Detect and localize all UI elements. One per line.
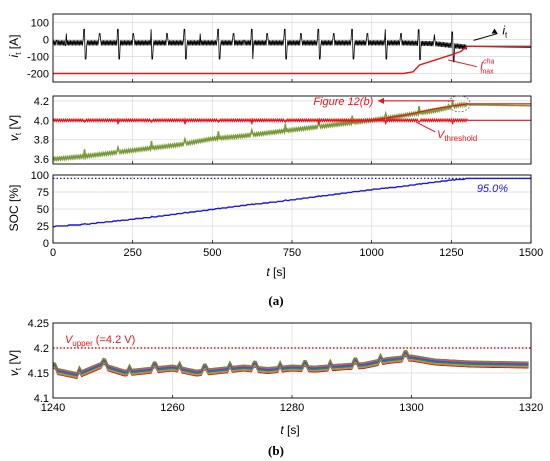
caption-b: (b): [268, 443, 284, 458]
x-tick-label: 1320: [519, 402, 543, 414]
x-tick-label: 1240: [41, 402, 65, 414]
b-xlabel: t [s]: [280, 423, 299, 437]
y-tick-label: 4.2: [34, 96, 49, 108]
plot-frame: [52, 13, 532, 83]
y-tick-label: 3.8: [34, 135, 49, 147]
threshold-label: Vthreshold: [437, 129, 477, 143]
cell-voltage-series: [52, 353, 529, 377]
y-tick-label: 25: [37, 221, 49, 233]
y-tick-label: 75: [37, 187, 49, 199]
plot-frame: [52, 322, 532, 399]
zoom-ylabel: vt [V]: [7, 350, 23, 376]
y-tick-label: -100: [27, 52, 49, 64]
x-tick-label: 1260: [160, 402, 184, 414]
x-tick-label: 0: [50, 247, 56, 259]
x-tick-label: 1280: [280, 402, 304, 414]
current-arrow: [473, 33, 498, 41]
current-panel: 100 0 -100 -200 it Icha max: [27, 13, 532, 83]
y-tick-label: 0: [43, 35, 49, 47]
cell-voltage-series: [52, 354, 529, 378]
x-tick-label: 1250: [439, 247, 463, 259]
soc-series: [53, 177, 531, 228]
figure-ref-arrowhead: [378, 97, 385, 104]
cell-voltage-series: [52, 355, 529, 380]
current-label: it: [502, 24, 508, 40]
a-xlabel: t [s]: [266, 265, 285, 279]
x-tick-label: 1500: [519, 247, 543, 259]
zoom-region-marker: [447, 95, 471, 113]
x-tick-label: 750: [283, 247, 301, 259]
threshold-upper-series: [53, 103, 531, 121]
cell-voltage-series: [52, 349, 529, 374]
voltage-panel: 4.2 4.0 3.8 3.6 Figure 12(b) Vthreshold: [34, 95, 532, 166]
cell-voltage-series: [52, 351, 529, 375]
max-current-series: [53, 45, 531, 75]
current-ylabel: it [A]: [7, 35, 23, 58]
x-tick-label: 1300: [399, 402, 423, 414]
y-tick-label: -200: [27, 69, 49, 81]
cell-voltage-series: [52, 352, 529, 376]
cell-voltage-series: [52, 350, 529, 375]
soc-ylabel: SOC [%]: [7, 185, 21, 232]
figure-ref-label: Figure 12(b): [313, 96, 373, 108]
imax-arrow: [448, 59, 477, 68]
y-tick-label: 100: [31, 18, 49, 30]
y-tick-label: 4.25: [28, 318, 49, 330]
plot-frame: [52, 95, 532, 165]
current-arrowhead: [491, 28, 498, 34]
y-tick-label: 0: [43, 238, 49, 250]
plot-frame: [52, 174, 532, 244]
caption-a: (a): [268, 293, 283, 308]
current-series: [52, 28, 467, 63]
cell-voltage-series: [52, 355, 529, 379]
y-tick-label: 3.6: [34, 154, 49, 166]
y-tick-label: 4.1: [34, 393, 49, 405]
imax-label: Icha max: [480, 58, 494, 75]
y-tick-label: 4.2: [34, 343, 49, 355]
upper-limit-label: Vupper (=4.2 V): [65, 334, 135, 348]
y-tick-label: 50: [37, 204, 49, 216]
y-tick-label: 4.15: [28, 368, 49, 380]
soc-final-label: 95.0%: [477, 183, 508, 195]
x-tick-label: 250: [123, 247, 141, 259]
zoom-voltage-panel: 1240 1260 1280 1300 1320 4.25 4.2 4.15 4.1 Vupper…: [28, 318, 544, 414]
x-tick-label: 500: [203, 247, 221, 259]
voltage-ylabel: vt [V]: [7, 115, 23, 141]
threshold-arrow: [416, 121, 436, 133]
y-tick-label: 4.0: [34, 115, 49, 127]
y-tick-label: 100: [31, 170, 49, 182]
x-tick-label: 1000: [359, 247, 383, 259]
